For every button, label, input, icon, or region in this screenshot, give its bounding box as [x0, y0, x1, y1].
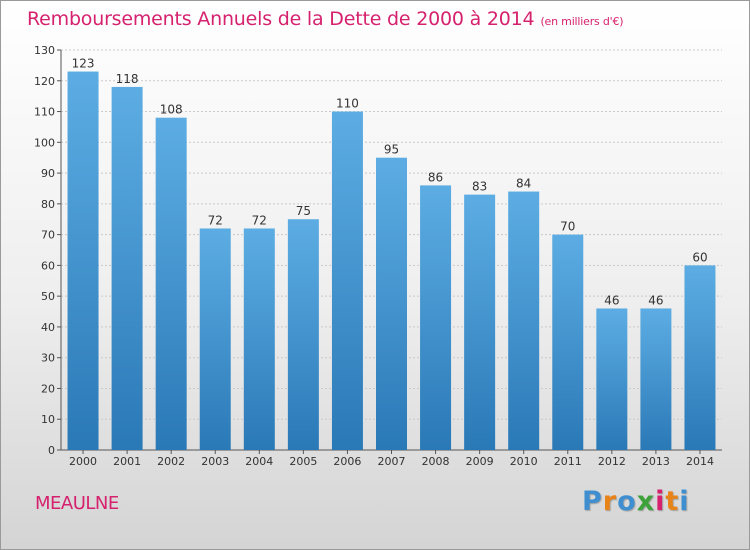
y-tick-label: 0: [48, 444, 55, 457]
y-tick-label: 10: [41, 413, 55, 426]
bar-value-label: 60: [692, 250, 707, 264]
bar: [199, 228, 231, 450]
logo-letter: t: [665, 486, 680, 517]
x-tick-label: 2007: [378, 455, 406, 468]
logo-letter: o: [617, 486, 637, 517]
x-tick-label: 2010: [510, 455, 538, 468]
chart-title: Remboursements Annuels de la Dette de 20…: [27, 8, 624, 30]
y-tick-label: 60: [41, 259, 55, 272]
bar-value-label: 83: [472, 180, 487, 194]
bar-value-label: 86: [428, 170, 443, 184]
y-tick-label: 90: [41, 167, 55, 180]
bar-value-label: 46: [604, 293, 619, 307]
bar: [243, 228, 275, 450]
bar: [155, 117, 187, 450]
logo-letter: x: [636, 486, 656, 517]
x-tick-label: 2013: [642, 455, 670, 468]
y-tick-label: 50: [41, 290, 55, 303]
y-tick-label: 80: [41, 198, 55, 211]
x-tick-label: 2004: [245, 455, 273, 468]
x-tick-label: 2005: [289, 455, 317, 468]
bar: [684, 265, 716, 450]
bar-value-label: 72: [208, 213, 223, 227]
bar-value-label: 70: [560, 220, 575, 234]
x-tick-label: 2001: [113, 455, 141, 468]
bar-value-label: 84: [516, 177, 531, 191]
bar: [508, 191, 540, 451]
bar: [67, 71, 99, 451]
y-tick-label: 20: [41, 382, 55, 395]
bar: [111, 86, 143, 450]
y-tick-label: 30: [41, 352, 55, 365]
y-tick-label: 120: [34, 75, 55, 88]
bar-value-label: 123: [72, 57, 95, 71]
bar: [420, 185, 452, 450]
bar-value-label: 46: [648, 293, 663, 307]
chart-title-text: Remboursements Annuels de la Dette de 20…: [27, 8, 535, 30]
bar-value-label: 110: [336, 97, 359, 111]
logo-letter: i: [679, 486, 690, 517]
bar-value-label: 95: [384, 143, 399, 157]
bar: [287, 219, 319, 450]
commune-name: MEAULNE: [35, 493, 119, 514]
logo-letter: i: [655, 486, 666, 517]
bar-value-label: 118: [116, 72, 139, 86]
bar-value-label: 72: [252, 213, 267, 227]
proxiti-logo: Proxiti: [582, 486, 690, 517]
x-tick-label: 2012: [598, 455, 626, 468]
logo-letter: r: [602, 486, 618, 517]
y-tick-label: 110: [34, 106, 55, 119]
x-tick-label: 2014: [686, 455, 714, 468]
y-tick-label: 70: [41, 229, 55, 242]
x-tick-label: 2006: [333, 455, 361, 468]
logo-letter: P: [582, 486, 603, 517]
bar-value-label: 108: [160, 103, 183, 117]
x-tick-label: 2002: [157, 455, 185, 468]
y-tick-label: 40: [41, 321, 55, 334]
bar: [640, 308, 672, 450]
x-tick-label: 2000: [69, 455, 97, 468]
x-tick-label: 2011: [554, 455, 582, 468]
bar: [596, 308, 628, 450]
y-tick-label: 130: [34, 44, 55, 57]
x-tick-label: 2003: [201, 455, 229, 468]
x-tick-label: 2009: [466, 455, 494, 468]
bar-value-label: 75: [296, 204, 311, 218]
y-tick-label: 100: [34, 136, 55, 149]
bar: [376, 157, 407, 450]
x-tick-label: 2008: [422, 455, 450, 468]
bar: [331, 111, 363, 451]
bar: [464, 194, 496, 450]
bar: [552, 234, 584, 450]
chart-unit: (en milliers d'€): [540, 15, 624, 28]
